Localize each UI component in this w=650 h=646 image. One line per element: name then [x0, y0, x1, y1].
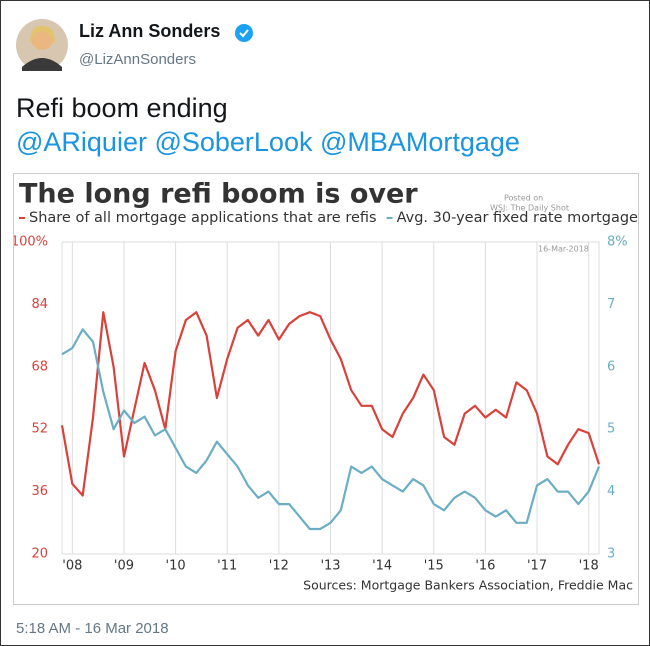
x-tick-label: '11 — [217, 559, 237, 574]
y-tick-label: 68 — [31, 359, 48, 374]
user-handle[interactable]: @LizAnnSonders — [79, 51, 196, 68]
series-line — [60, 311, 601, 497]
y-tick-label: 20 — [31, 547, 48, 562]
x-tick-label: '14 — [372, 559, 392, 574]
x-tick-label: '09 — [114, 559, 134, 574]
verified-badge — [235, 24, 253, 42]
user-name[interactable]: Liz Ann Sonders — [79, 21, 221, 41]
credit: 16-Mar-2018 — [538, 245, 589, 254]
legend-label: Avg. 30-year fixed rate mortgage — [397, 210, 638, 226]
y2-tick-label: 5 — [607, 422, 615, 437]
y-tick-label: 36 — [31, 484, 48, 499]
y-tick-label: 52 — [31, 422, 48, 437]
x-tick-label: '16 — [475, 559, 495, 574]
x-tick-label: '18 — [579, 559, 599, 574]
credit: WSJ: The Daily Shot — [490, 204, 569, 213]
timestamp: 5:18 AM - 16 Mar 2018 — [16, 620, 169, 637]
x-tick-label: '12 — [269, 559, 289, 574]
chart: The long refi boom is over Posted on WSJ… — [13, 173, 639, 605]
x-tick-label: '10 — [166, 559, 186, 574]
y-tick-label: 100% — [13, 235, 48, 250]
y2-tick-label: 6 — [607, 359, 615, 374]
x-tick-label: '08 — [62, 559, 82, 574]
series-line — [61, 328, 601, 531]
tweet-mentions[interactable]: @ARiquier @SoberLook @MBAMortgage — [16, 127, 520, 157]
credit: Posted on — [504, 194, 543, 203]
x-tick-label: '13 — [320, 559, 340, 574]
x-tick-label: '15 — [424, 559, 444, 574]
tweet-text: Refi boom ending — [16, 93, 228, 123]
y-tick-label: 84 — [31, 297, 48, 312]
x-tick-label: '17 — [527, 559, 547, 574]
avatar[interactable] — [16, 19, 68, 71]
y2-tick-label: 3 — [607, 547, 615, 562]
legend-label: Share of all mortgage applications that … — [29, 210, 377, 226]
y2-tick-label: 8% — [607, 235, 628, 250]
y2-tick-label: 7 — [607, 297, 615, 312]
source: Sources: Mortgage Bankers Association, F… — [303, 578, 633, 593]
y2-tick-label: 4 — [607, 484, 615, 499]
chart-title: The long refi boom is over — [19, 179, 418, 210]
